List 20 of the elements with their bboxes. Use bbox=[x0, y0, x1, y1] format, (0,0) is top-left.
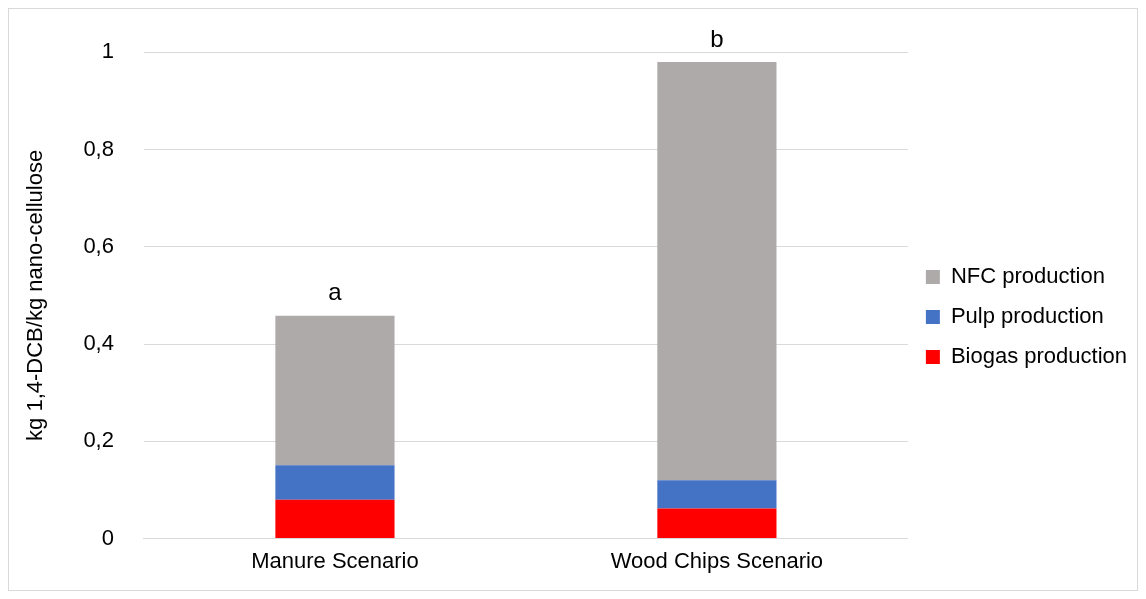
y-axis-title: kg 1,4-DCB/kg nano-cellulose bbox=[22, 149, 48, 441]
y-tick-label: 1 bbox=[101, 38, 114, 64]
bar bbox=[275, 315, 395, 466]
bar bbox=[657, 480, 777, 509]
y-tick-label: 0,2 bbox=[83, 427, 114, 453]
annotation: b bbox=[710, 24, 724, 52]
legend-label: Pulp production bbox=[950, 303, 1104, 329]
annotation: a bbox=[328, 278, 343, 306]
y-tick-label: 0 bbox=[101, 524, 114, 550]
bar bbox=[275, 499, 395, 539]
y-tick-label: 0,6 bbox=[83, 232, 114, 258]
bar bbox=[275, 465, 395, 500]
x-tick-label: Manure Scenario bbox=[251, 547, 419, 573]
y-tick-label: 0,4 bbox=[83, 330, 114, 356]
bar bbox=[657, 508, 777, 539]
legend-label: Biogas production bbox=[950, 343, 1128, 369]
legend-label: NFC production bbox=[950, 263, 1105, 289]
y-tick-label: 0,8 bbox=[83, 135, 114, 161]
bar bbox=[657, 61, 777, 481]
x-tick-label: Wood Chips Scenario bbox=[610, 547, 824, 573]
